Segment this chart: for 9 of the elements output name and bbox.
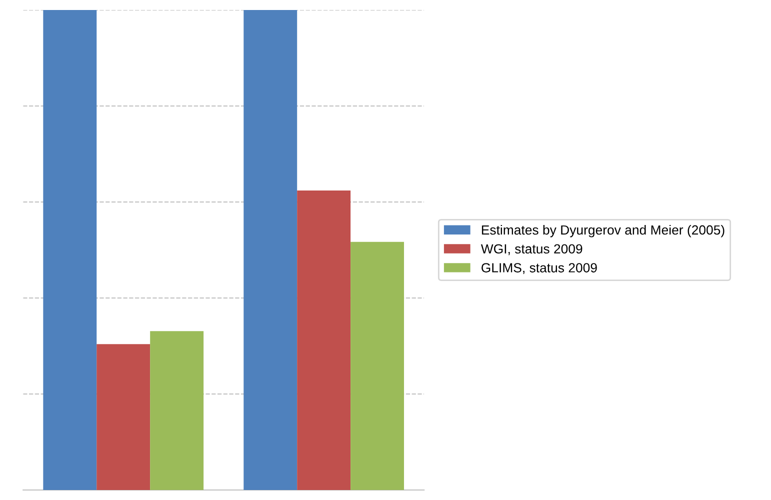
bar	[350, 242, 404, 490]
legend-label: Estimates by Dyurgerov and Meier (2005)	[482, 224, 724, 238]
legend-label: GLIMS, status 2009	[482, 263, 597, 274]
bar	[297, 190, 351, 490]
legend-label: WGI, status 2009	[480, 244, 582, 256]
bar	[150, 331, 204, 490]
bar	[43, 10, 97, 490]
bar	[96, 344, 150, 490]
bar	[244, 10, 298, 490]
